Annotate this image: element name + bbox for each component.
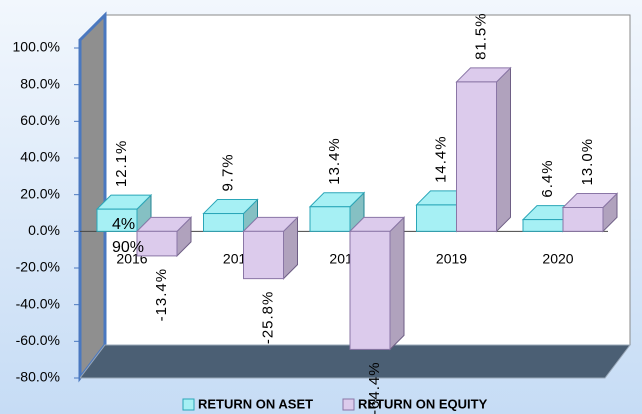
y-tick-label: 80.0%	[20, 75, 60, 91]
legend-swatch	[342, 398, 355, 411]
bar	[309, 206, 351, 232]
bar	[456, 81, 497, 232]
bar-side	[496, 66, 511, 233]
bar	[522, 219, 564, 232]
value-label: -13.4%	[153, 268, 170, 322]
value-label: 13.4%	[326, 137, 343, 185]
y-tick-label: -40.0%	[16, 295, 60, 311]
legend-label: RETURN ON ASET	[198, 396, 313, 411]
value-label: 14.4%	[432, 135, 449, 183]
bar	[203, 213, 244, 232]
bar	[562, 207, 604, 232]
y-tick-label: 20.0%	[20, 185, 60, 201]
value-label: 9.7%	[219, 153, 236, 191]
y-tick-label: 40.0%	[20, 149, 60, 165]
bar	[349, 230, 391, 350]
y-tick-label: 60.0%	[20, 112, 60, 128]
y-tick-label: -20.0%	[16, 259, 60, 275]
value-label: 12.1%	[113, 140, 130, 188]
y-tick-label: -60.0%	[16, 332, 60, 348]
legend-swatch	[182, 398, 195, 411]
bar	[96, 208, 138, 232]
bar	[243, 230, 284, 280]
y-tick-label: 0.0%	[28, 222, 60, 238]
x-tick-label: 2019	[436, 251, 467, 267]
annotation: 90%	[112, 239, 144, 256]
bar-side	[389, 216, 405, 351]
floor	[78, 344, 632, 379]
value-label: 81.5%	[472, 12, 489, 60]
value-label: -25.8%	[259, 291, 276, 345]
legend-label: RETURN ON EQUITY	[358, 396, 488, 411]
value-label: 6.4%	[539, 159, 556, 197]
annotation: 4%	[112, 216, 135, 233]
y-tick-label: 100.0%	[13, 39, 60, 55]
value-label: -64.4%	[366, 361, 383, 414]
value-label: 13.0%	[579, 138, 596, 186]
bar	[136, 230, 178, 257]
side-wall	[78, 11, 107, 383]
bar	[416, 204, 457, 232]
x-tick-label: 2020	[542, 251, 573, 267]
y-tick-label: -80.0%	[16, 369, 60, 385]
